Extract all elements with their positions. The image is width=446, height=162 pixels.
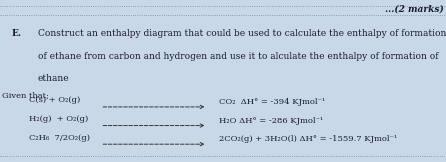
Text: 2CO₂(g) + 3H₂O(l) ΔH° = -1559.7 KJmol⁻¹: 2CO₂(g) + 3H₂O(l) ΔH° = -1559.7 KJmol⁻¹ (219, 135, 397, 143)
Text: H₂O ΔH° = -286 KJmol⁻¹: H₂O ΔH° = -286 KJmol⁻¹ (219, 117, 323, 125)
Text: C₂H₆  7/2O₂(g): C₂H₆ 7/2O₂(g) (29, 134, 90, 142)
Text: CO₂  ΔH° = -394 KJmol⁻¹: CO₂ ΔH° = -394 KJmol⁻¹ (219, 98, 325, 106)
Text: E.: E. (11, 29, 21, 38)
Text: ...(2 marks): ...(2 marks) (385, 4, 444, 13)
Text: H₂(g)  + O₂(g): H₂(g) + O₂(g) (29, 115, 88, 123)
Text: Given that;: Given that; (2, 92, 49, 99)
Text: of ethane from carbon and hydrogen and use it to alculate the enthalpy of format: of ethane from carbon and hydrogen and u… (38, 52, 438, 61)
Text: Construct an enthalpy diagram that could be used to calculate the enthalpy of fo: Construct an enthalpy diagram that could… (38, 29, 446, 38)
Text: ethane: ethane (38, 74, 70, 83)
Text: C(s) + O₂(g): C(s) + O₂(g) (29, 97, 80, 104)
